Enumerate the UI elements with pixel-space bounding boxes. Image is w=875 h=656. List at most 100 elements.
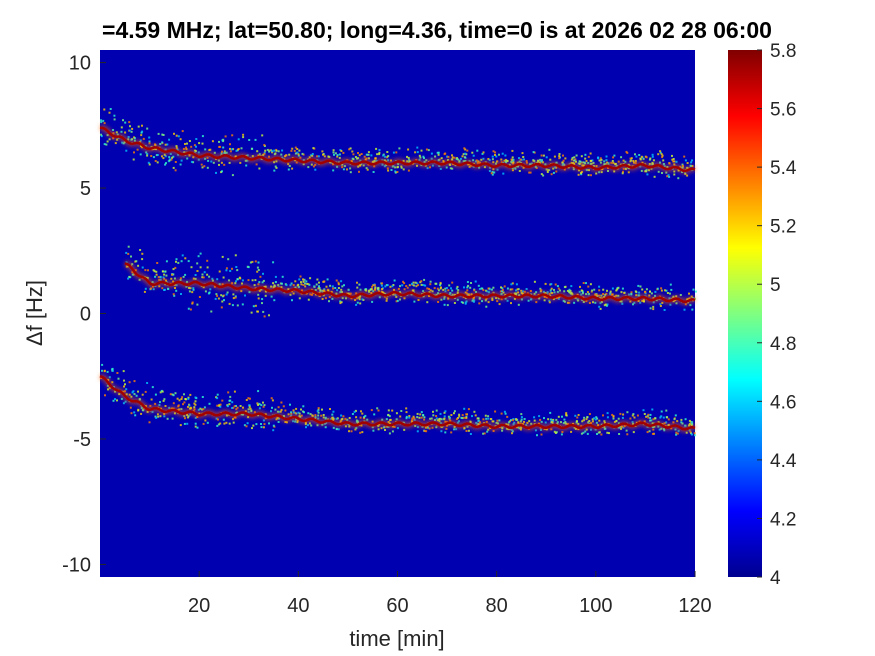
trace-speckle xyxy=(439,412,442,415)
trace-speckle xyxy=(446,155,449,158)
trace-speckle xyxy=(549,289,552,292)
trace-speckle xyxy=(562,159,565,162)
trace-speckle xyxy=(348,425,351,428)
trace-speckle xyxy=(355,157,358,160)
trace-speckle xyxy=(201,142,204,145)
trace-speckle xyxy=(599,302,602,305)
trace-speckle xyxy=(171,156,174,159)
trace-speckle xyxy=(144,269,147,272)
trace-speckle xyxy=(401,284,404,287)
trace-speckle xyxy=(646,431,649,434)
trace-speckle xyxy=(482,151,485,154)
trace-speckle xyxy=(587,155,590,158)
trace-speckle xyxy=(152,156,155,159)
trace-speckle xyxy=(363,416,366,419)
trace-speckle xyxy=(647,413,650,416)
trace-speckle xyxy=(331,285,334,288)
trace-speckle xyxy=(566,289,569,292)
trace-speckle xyxy=(377,428,380,431)
trace-speckle xyxy=(208,291,211,294)
trace-speckle xyxy=(386,167,389,170)
trace-speckle xyxy=(394,170,397,173)
trace-speckle xyxy=(657,153,660,156)
trace-speckle xyxy=(504,160,507,163)
trace-speckle xyxy=(190,266,193,269)
trace-speckle xyxy=(139,139,142,142)
trace-speckle xyxy=(657,170,660,173)
trace-speckle xyxy=(270,397,273,400)
trace-speckle xyxy=(449,416,451,419)
trace-speckle xyxy=(311,154,314,157)
trace-speckle xyxy=(229,399,232,402)
trace-speckle xyxy=(141,252,144,255)
trace-speckle xyxy=(639,285,642,288)
trace-speckle xyxy=(402,168,405,171)
trace-speckle xyxy=(155,416,158,419)
trace-speckle xyxy=(526,421,529,424)
trace-speckle xyxy=(416,426,419,429)
trace-speckle xyxy=(271,150,274,153)
trace-speckle xyxy=(257,283,260,286)
trace-speckle xyxy=(450,414,453,416)
trace-speckle xyxy=(304,423,307,426)
trace-speckle xyxy=(481,152,484,155)
trace-speckle xyxy=(324,426,327,429)
trace-speckle xyxy=(120,126,123,129)
trace-speckle xyxy=(500,286,502,289)
trace-speckle xyxy=(206,259,209,262)
trace-speckle xyxy=(561,415,563,418)
trace-speckle xyxy=(457,158,460,161)
trace-speckle xyxy=(392,284,395,286)
trace-speckle xyxy=(170,277,173,280)
trace-speckle xyxy=(206,266,209,269)
trace-speckle xyxy=(435,417,438,420)
trace-speckle xyxy=(122,142,125,145)
trace-speckle xyxy=(216,294,219,297)
trace-speckle xyxy=(107,388,109,391)
trace-speckle xyxy=(268,314,270,317)
trace-speckle xyxy=(645,415,648,418)
trace-speckle xyxy=(670,288,673,291)
trace-speckle xyxy=(449,167,452,170)
trace-speckle xyxy=(523,420,525,423)
trace-speckle xyxy=(255,163,258,166)
trace-speckle xyxy=(263,144,266,146)
trace-speckle xyxy=(154,275,157,278)
trace-speckle xyxy=(420,283,423,286)
trace-speckle xyxy=(510,158,513,161)
trace-speckle xyxy=(641,299,644,302)
trace-speckle xyxy=(559,289,561,292)
trace-speckle xyxy=(435,415,438,417)
trace-speckle xyxy=(437,159,440,162)
trace-speckle xyxy=(453,412,455,415)
trace-speckle xyxy=(150,398,153,401)
trace-speckle xyxy=(414,151,417,154)
trace-speckle xyxy=(312,147,315,150)
trace-speckle xyxy=(605,304,608,307)
trace-speckle xyxy=(391,409,394,412)
trace-speckle xyxy=(329,284,332,287)
trace-speckle xyxy=(327,155,330,158)
trace-speckle xyxy=(181,396,184,399)
trace-speckle xyxy=(688,422,691,425)
trace-speckle xyxy=(225,269,228,272)
trace-speckle xyxy=(211,140,214,143)
trace-speckle xyxy=(329,408,331,410)
trace-speckle xyxy=(356,281,358,284)
trace-speckle xyxy=(469,286,472,289)
trace-speckle xyxy=(400,166,403,169)
trace-speckle xyxy=(461,155,464,158)
trace-speckle xyxy=(659,150,662,153)
trace-speckle xyxy=(189,393,192,396)
trace-speckle xyxy=(413,417,416,420)
trace-speckle xyxy=(586,291,589,294)
trace-speckle xyxy=(124,121,127,124)
trace-speckle xyxy=(354,428,357,431)
trace-speckle xyxy=(570,158,573,161)
trace-speckle xyxy=(193,408,196,411)
trace-speckle xyxy=(642,300,645,303)
trace-speckle xyxy=(395,151,398,154)
trace-speckle xyxy=(210,310,213,313)
trace-speckle xyxy=(561,431,564,433)
trace-speckle xyxy=(496,168,499,171)
